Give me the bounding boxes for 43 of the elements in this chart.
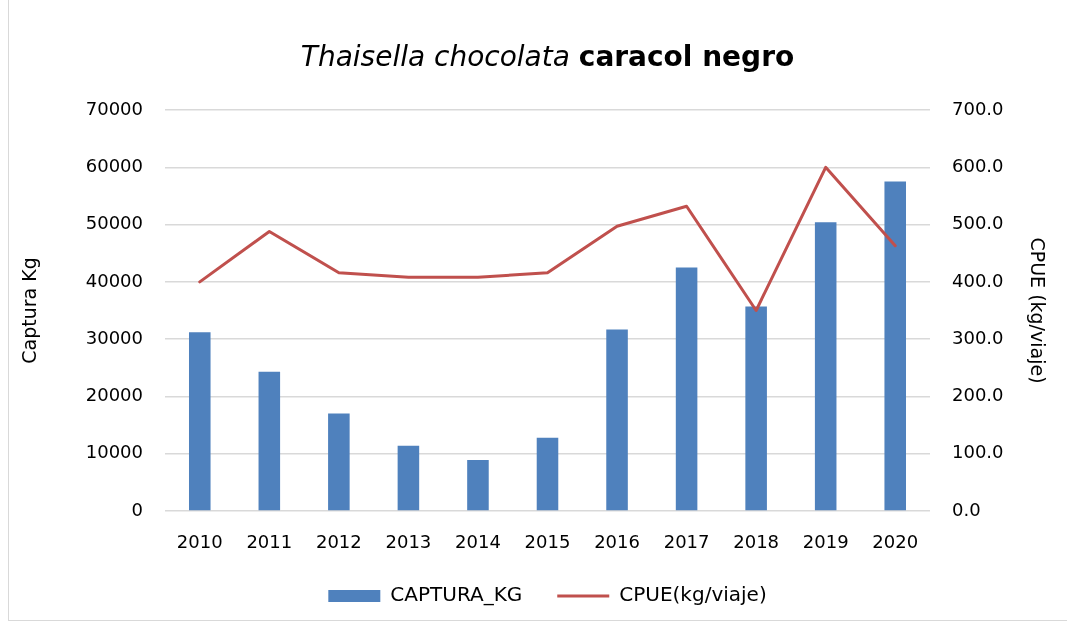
- bar: [397, 445, 420, 511]
- y2-tick-label: 0.0: [952, 498, 981, 520]
- x-tick-label: 2015: [524, 531, 571, 553]
- y-tick-label: 40000: [85, 269, 143, 291]
- bar: [884, 181, 907, 511]
- y2-tick-label: 100.0: [952, 441, 1004, 463]
- x-tick-label: 2012: [315, 531, 362, 553]
- y2-tick-label: 400.0: [952, 269, 1004, 291]
- x-tick-label: 2011: [246, 531, 293, 553]
- y-tick-label: 20000: [85, 384, 143, 406]
- y-tick-label: 30000: [85, 326, 143, 348]
- x-tick-label: 2016: [594, 531, 640, 553]
- bar: [745, 306, 767, 511]
- y2-tick-label: 500.0: [952, 212, 1004, 234]
- x-tick-label: 2017: [663, 531, 710, 553]
- bar: [188, 332, 211, 511]
- legend-label: CPUE(kg/viaje): [619, 582, 767, 607]
- bar: [467, 460, 489, 511]
- y2-tick-label: 200.0: [952, 384, 1004, 406]
- y2-axis-title: CPUE (kg/viaje): [1026, 237, 1049, 384]
- y2-tick-label: 700.0: [952, 97, 1004, 119]
- bar: [536, 437, 559, 511]
- x-tick-label: 2018: [733, 531, 780, 553]
- bar: [328, 413, 350, 511]
- chart-title: Thaisella chocolata caracol negro: [300, 40, 795, 73]
- bar: [814, 222, 837, 511]
- y-tick-label: 0: [131, 498, 143, 520]
- y2-tick-label: 600.0: [952, 154, 1004, 176]
- y-tick-label: 50000: [85, 212, 143, 234]
- x-tick-label: 2020: [872, 531, 919, 553]
- y-tick-label: 60000: [85, 154, 143, 176]
- y-tick-label: 70000: [85, 97, 143, 119]
- y-tick-label: 10000: [85, 441, 143, 463]
- bar: [258, 371, 281, 511]
- bar: [606, 329, 628, 511]
- x-tick-label: 2013: [385, 531, 432, 553]
- y-axis-title: Captura Kg: [18, 257, 41, 364]
- x-tick-label: 2014: [455, 531, 501, 553]
- x-tick-label: 2019: [802, 531, 849, 553]
- bar: [675, 267, 698, 511]
- x-tick-label: 2010: [176, 531, 223, 553]
- y2-tick-label: 300.0: [952, 326, 1004, 348]
- legend-label: CAPTURA_KG: [390, 582, 523, 607]
